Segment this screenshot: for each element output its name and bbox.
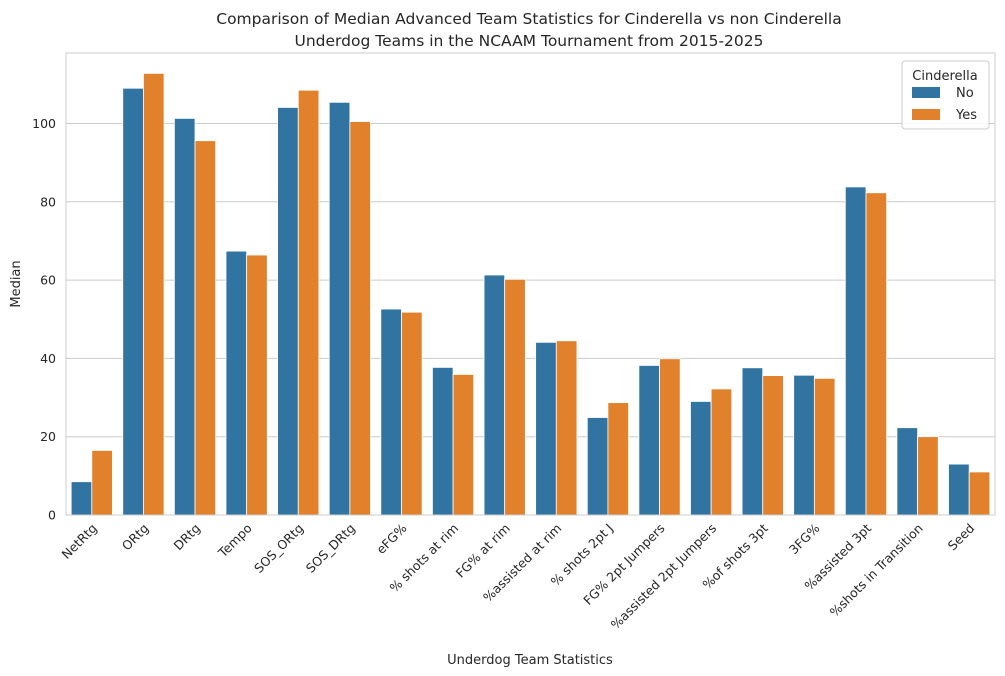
x-tick-label: Seed [945, 521, 978, 554]
bar-yes-3 [246, 254, 268, 516]
bar-yes-10 [607, 402, 629, 516]
x-tick-label: %assisted 2pt Jumpers [608, 521, 720, 633]
x-tick-label: SOS_ORtg [251, 521, 306, 576]
bar-no-1 [122, 87, 144, 516]
bar-yes-13 [762, 375, 784, 516]
bar-no-14 [793, 374, 815, 516]
bar-yes-12 [710, 388, 733, 516]
bar-yes-4 [297, 89, 320, 516]
bar-yes-7 [452, 374, 475, 516]
y-tick-label: 100 [32, 116, 56, 131]
bar-no-4 [277, 107, 299, 516]
legend-swatch-no [912, 87, 940, 98]
y-tick-label: 80 [40, 194, 56, 209]
bar-no-12 [690, 401, 712, 516]
bar-no-15 [844, 186, 867, 516]
bar-no-13 [741, 367, 764, 516]
bar-no-8 [483, 274, 506, 516]
bar-no-0 [70, 481, 93, 516]
bar-yes-14 [813, 377, 836, 516]
y-axis-ticks: 0 20 40 60 80 100 [32, 116, 56, 523]
bar-no-17 [948, 463, 970, 516]
bar-no-2 [173, 117, 196, 516]
y-tick-label: 20 [40, 429, 56, 444]
bar-yes-2 [194, 140, 217, 516]
y-axis-label: Median [9, 260, 24, 307]
legend-swatch-yes [912, 109, 940, 120]
bar-no-9 [535, 341, 557, 516]
axes-frame [65, 52, 996, 516]
bar-no-16 [896, 427, 918, 516]
y-tick-label: 0 [48, 508, 56, 523]
bar-yes-16 [917, 436, 939, 516]
bar-yes-8 [504, 278, 526, 516]
plot-frame [65, 52, 996, 516]
bar-yes-17 [968, 471, 991, 516]
bar-yes-11 [659, 358, 681, 516]
bar-yes-5 [349, 121, 371, 516]
x-tick-label: %shots in Transition [827, 521, 926, 620]
legend: Cinderella No Yes [901, 60, 990, 130]
x-tick-label: ORtg [119, 521, 152, 554]
bar-no-6 [380, 308, 402, 516]
plot-background [66, 53, 995, 515]
x-tick-label: DRtg [171, 521, 204, 554]
legend-label-yes: Yes [955, 108, 977, 123]
bar-yes-9 [555, 340, 578, 516]
chart-title-line-1: Comparison of Median Advanced Team Stati… [216, 10, 841, 28]
legend-label-no: No [956, 86, 974, 101]
x-tick-label: NetRtg [59, 521, 100, 562]
bar-yes-1 [143, 72, 165, 516]
bar-yes-15 [865, 192, 888, 516]
plot-area [66, 53, 995, 515]
bar-yes-6 [401, 311, 423, 516]
x-axis-label: Underdog Team Statistics [447, 653, 613, 668]
bar-yes-0 [91, 449, 113, 516]
bar-no-3 [225, 250, 248, 516]
x-tick-label: eFG% [373, 520, 409, 556]
bar-no-11 [638, 365, 660, 516]
bar-no-7 [432, 366, 454, 516]
bar-no-5 [328, 101, 351, 516]
bar-no-10 [586, 417, 609, 516]
y-tick-label: 40 [40, 351, 56, 366]
chart-title-line-2: Underdog Teams in the NCAAM Tournament f… [295, 32, 764, 50]
x-tick-label: SOS_DRtg [303, 521, 358, 576]
bars [70, 72, 991, 516]
legend-title: Cinderella [912, 69, 977, 84]
y-tick-label: 60 [40, 273, 56, 288]
x-tick-label: Tempo [214, 521, 254, 561]
x-tick-label: 3FG% [786, 520, 823, 557]
